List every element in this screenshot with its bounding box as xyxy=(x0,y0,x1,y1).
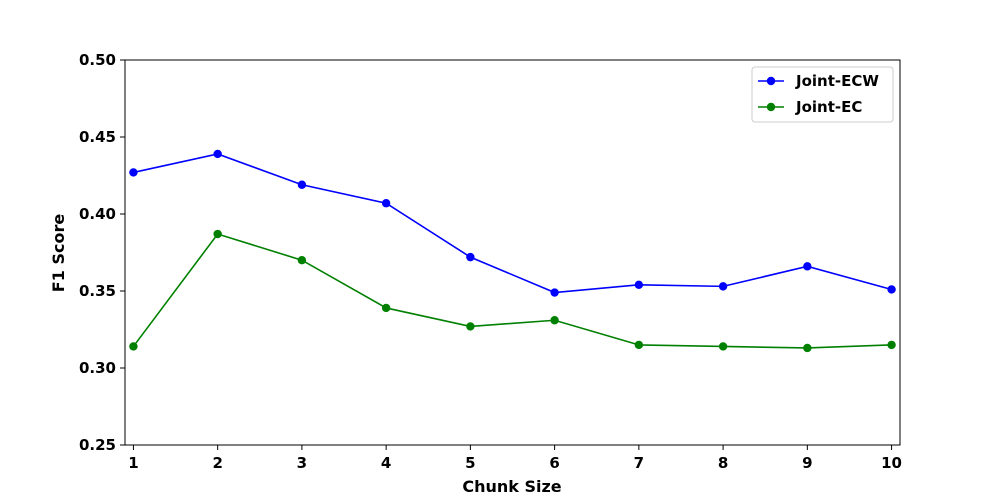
x-axis-title: Chunk Size xyxy=(462,477,561,496)
series-line-joint-ecw xyxy=(133,153,892,294)
data-point-joint-ecw xyxy=(718,282,728,291)
x-tick-label: 7 xyxy=(634,454,644,472)
data-point-joint-ecw xyxy=(887,285,896,294)
x-tick-label: 1 xyxy=(128,454,138,472)
x-tick-label: 4 xyxy=(381,454,391,472)
data-point-joint-ec xyxy=(550,316,559,325)
legend-marker-joint-ec xyxy=(766,102,776,112)
data-point-joint-ecw xyxy=(634,280,644,290)
data-point-joint-ec xyxy=(466,322,475,331)
data-point-joint-ec xyxy=(297,256,307,265)
data-point-joint-ec xyxy=(129,342,138,351)
data-point-joint-ecw xyxy=(129,168,138,177)
data-point-joint-ec xyxy=(213,229,222,239)
data-point-joint-ecw xyxy=(550,288,559,297)
legend-box xyxy=(751,66,894,123)
data-point-joint-ecw xyxy=(803,262,812,271)
x-tick-label: 9 xyxy=(802,454,812,472)
y-tick-label: 0.40 xyxy=(79,205,116,223)
x-tick-label: 3 xyxy=(297,454,307,472)
x-axis-ticks: 1 2 3 4 5 6 7 8 9 10 xyxy=(128,445,902,472)
x-tick-label: 6 xyxy=(549,454,559,472)
data-point-joint-ec xyxy=(634,340,644,350)
y-tick-label: 0.35 xyxy=(79,282,116,300)
y-axis-title: F1 Score xyxy=(49,214,68,293)
series-line-joint-ec xyxy=(132,233,892,349)
data-point-joint-ec xyxy=(381,303,391,313)
x-tick-label: 5 xyxy=(465,454,475,472)
y-tick-label: 0.45 xyxy=(79,128,116,146)
data-point-joint-ecw xyxy=(297,180,307,189)
y-tick-label: 0.25 xyxy=(79,436,116,454)
y-axis-ticks: 0.25 0.30 0.35 0.40 0.45 0.50 xyxy=(79,51,125,454)
series-layer xyxy=(129,149,896,353)
y-tick-label: 0.50 xyxy=(79,51,116,69)
plot-frame xyxy=(124,59,901,446)
legend-marker-joint-ecw xyxy=(766,76,776,86)
data-point-joint-ecw xyxy=(213,149,222,159)
y-tick-label: 0.30 xyxy=(79,359,116,377)
data-point-joint-ecw xyxy=(466,252,475,262)
legend-label-joint-ecw: Joint-ECW xyxy=(795,72,879,90)
legend: Joint-ECW Joint-EC xyxy=(751,66,894,123)
data-point-joint-ec xyxy=(887,340,896,350)
legend-label-joint-ec: Joint-EC xyxy=(795,98,862,116)
x-tick-label: 10 xyxy=(881,454,902,472)
data-point-joint-ec xyxy=(718,342,728,351)
data-point-joint-ec xyxy=(803,343,812,353)
data-point-joint-ecw xyxy=(381,199,391,208)
x-tick-label: 2 xyxy=(212,454,222,472)
x-tick-label: 8 xyxy=(718,454,728,472)
